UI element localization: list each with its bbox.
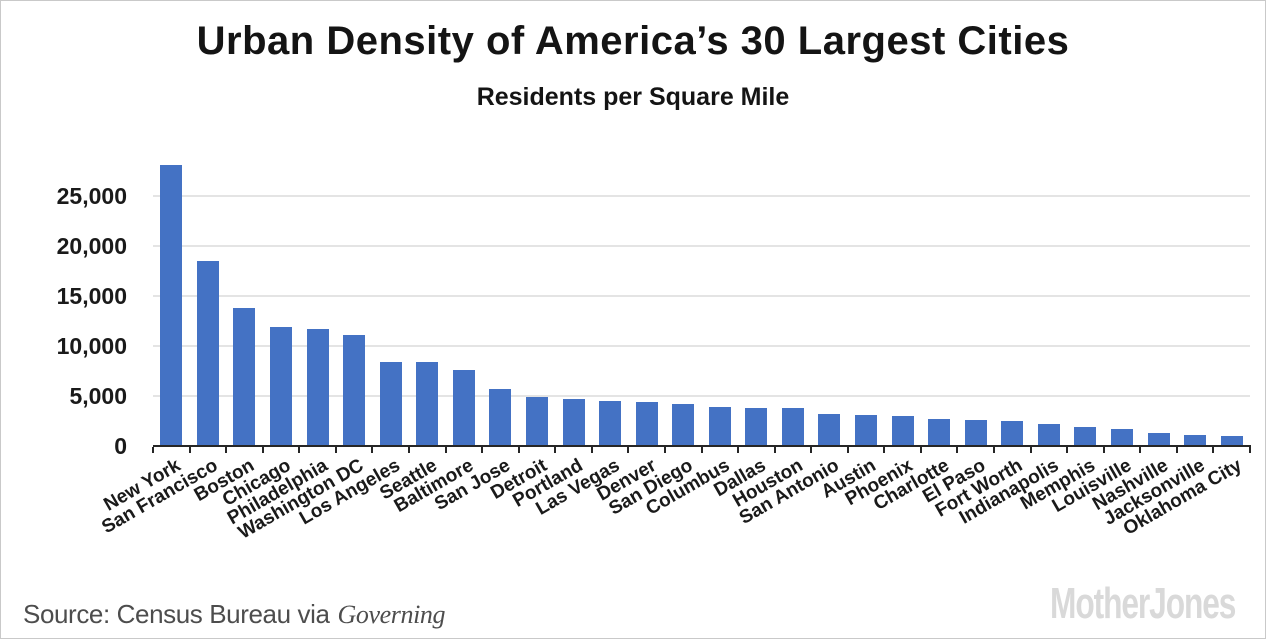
bar: [379, 362, 402, 445]
gridline: [153, 295, 1250, 297]
axis-tick: [1175, 447, 1178, 453]
axis-tick: [152, 447, 154, 453]
bar: [525, 397, 548, 445]
axis-tick: [737, 447, 740, 453]
bar: [1220, 436, 1243, 445]
axis-tick: [334, 447, 337, 453]
y-axis-tick-label: 25,000: [56, 183, 127, 209]
bar: [1147, 433, 1170, 445]
axis-tick: [371, 447, 374, 453]
bar: [233, 308, 256, 445]
axis-tick: [1102, 447, 1105, 453]
axis-tick: [554, 447, 557, 453]
y-axis-tick-label: 0: [114, 433, 127, 459]
axis-tick: [225, 447, 228, 453]
axis-tick: [1249, 447, 1251, 453]
bar: [891, 416, 914, 445]
axis-tick: [1139, 447, 1142, 453]
source-note: Source: Census Bureau via Governing: [23, 599, 446, 630]
bar: [1184, 435, 1207, 445]
chart-title: Urban Density of America’s 30 Largest Ci…: [196, 19, 1070, 63]
y-axis-tick-label: 15,000: [56, 283, 127, 309]
bar: [452, 370, 475, 445]
bar: [416, 362, 439, 445]
source-text: Source: Census Bureau via: [23, 599, 330, 629]
bar: [599, 401, 622, 445]
axis-tick: [993, 447, 996, 453]
gridline: [153, 345, 1250, 347]
bar: [635, 402, 658, 445]
axis-tick: [773, 447, 776, 453]
bar: [489, 389, 512, 445]
axis-tick: [810, 447, 813, 453]
gridline: [153, 195, 1250, 197]
chart-subtitle: Residents per Square Mile: [476, 83, 790, 111]
bar: [781, 408, 804, 445]
axis-tick: [188, 447, 191, 453]
axis-tick: [956, 447, 959, 453]
bar: [562, 399, 585, 445]
axis-tick: [846, 447, 849, 453]
axis-tick: [919, 447, 922, 453]
source-publication: Governing: [337, 600, 446, 629]
bar: [160, 165, 183, 445]
axis-tick: [261, 447, 264, 453]
bar: [672, 404, 695, 445]
axis-tick: [481, 447, 484, 453]
bar: [708, 407, 731, 445]
axis-tick: [1212, 447, 1215, 453]
axis-tick: [627, 447, 630, 453]
bar: [269, 327, 292, 445]
bar: [1074, 427, 1097, 445]
axis-tick: [517, 447, 520, 453]
axis-tick: [883, 447, 886, 453]
bar: [306, 329, 329, 445]
axis-tick: [1066, 447, 1069, 453]
bar: [343, 335, 366, 445]
bar: [196, 261, 219, 445]
bar: [1001, 421, 1024, 445]
axis-tick: [1029, 447, 1032, 453]
bar: [745, 408, 768, 445]
axis-tick: [700, 447, 703, 453]
bar: [964, 420, 987, 445]
axis-tick: [590, 447, 593, 453]
y-axis-tick-label: 10,000: [56, 333, 127, 359]
bar: [818, 414, 841, 445]
x-axis-line: [153, 445, 1251, 447]
axis-tick: [407, 447, 410, 453]
bar: [1111, 429, 1134, 445]
y-axis-tick-label: 20,000: [56, 233, 127, 259]
bar: [855, 415, 878, 445]
axis-tick: [663, 447, 666, 453]
bar: [1037, 424, 1060, 445]
axis-tick: [444, 447, 447, 453]
gridline: [153, 395, 1250, 397]
axis-tick: [298, 447, 301, 453]
gridline: [153, 245, 1250, 247]
motherjones-logo: MotherJones: [1049, 579, 1236, 628]
y-axis-tick-label: 5,000: [69, 383, 127, 409]
bar: [928, 419, 951, 445]
